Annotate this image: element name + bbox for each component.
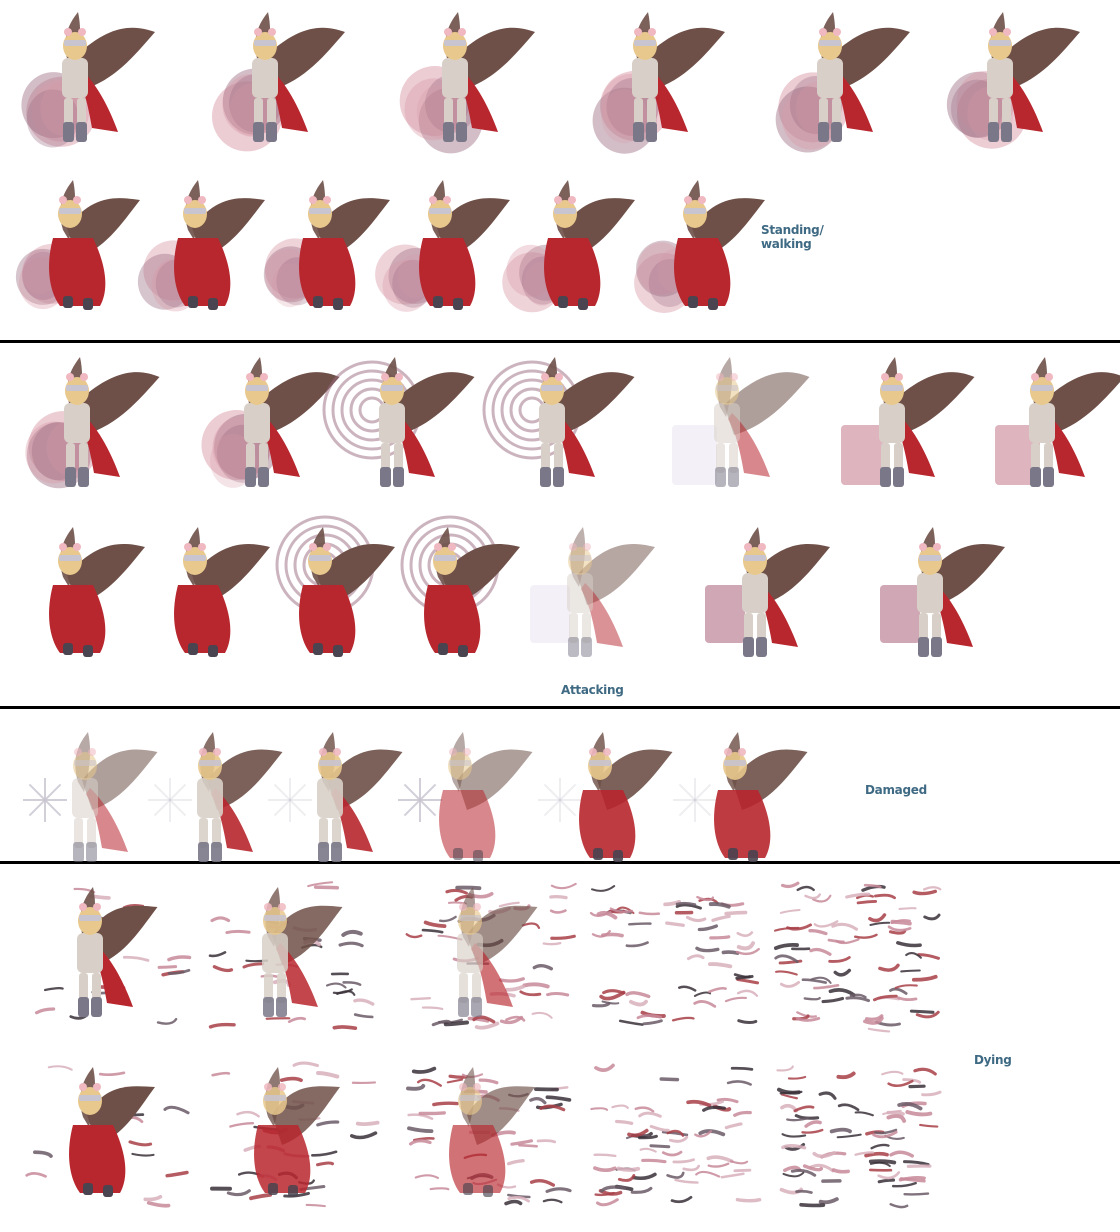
sprite-frame-dying-back bbox=[776, 1065, 942, 1209]
section-divider bbox=[0, 706, 1120, 709]
sprite-frame-dying-back bbox=[210, 1061, 380, 1208]
sprite-frame-damaged bbox=[268, 732, 403, 862]
sprite-frame-attack bbox=[841, 357, 975, 487]
sprite-frame-attack bbox=[482, 357, 635, 487]
sprite-frame-damaged bbox=[148, 732, 283, 862]
sprite-frame-attack bbox=[25, 357, 160, 489]
sprite-frame-attack-back bbox=[174, 527, 270, 657]
sprite-frame-damaged bbox=[673, 732, 808, 862]
sprite-frame-dying bbox=[208, 881, 375, 1031]
sprite-frame-attack bbox=[995, 357, 1120, 487]
label-attacking: Attacking bbox=[561, 683, 624, 697]
sprite-frame-walking-back bbox=[502, 180, 635, 313]
sprite-frame-dying bbox=[773, 881, 942, 1033]
section-divider bbox=[0, 340, 1120, 343]
label-line: Dying bbox=[974, 1053, 1012, 1067]
label-dying: Dying bbox=[974, 1053, 1012, 1067]
sprite-frame-dying-back bbox=[25, 1065, 190, 1208]
sprite-frame-standing bbox=[211, 12, 345, 152]
label-line: Damaged bbox=[865, 783, 927, 797]
sprite-frame-dying bbox=[405, 882, 577, 1030]
label-damaged: Damaged bbox=[865, 783, 927, 797]
sprite-frame-damaged bbox=[398, 732, 533, 862]
sprite-frame-walking-back bbox=[263, 180, 390, 310]
sprite-frame-dying bbox=[589, 885, 760, 1026]
sprite-frame-attack-back bbox=[49, 527, 145, 657]
section-divider bbox=[0, 861, 1120, 864]
sprite-frame-damaged bbox=[538, 732, 673, 862]
sprite-frame-walking-back bbox=[15, 180, 140, 310]
sprite-frame-damaged bbox=[23, 732, 158, 862]
label-line: Standing/ bbox=[761, 223, 824, 237]
sprite-frame-attack-back bbox=[400, 515, 520, 657]
sprite-frame-standing bbox=[592, 12, 725, 154]
sprite-frame-dying-back bbox=[590, 1063, 762, 1207]
sprite-frame-attack-back bbox=[705, 527, 830, 657]
sprite-frame-walking-back bbox=[375, 180, 510, 312]
label-line: Attacking bbox=[561, 683, 624, 697]
sprite-frame-standing bbox=[946, 12, 1080, 149]
sprite-frame-walking-back bbox=[634, 180, 765, 313]
sprite-frame-dying bbox=[34, 887, 192, 1025]
sprite-frame-attack-back bbox=[530, 527, 655, 657]
sprite-frame-standing bbox=[399, 12, 535, 154]
label-standing-walking: Standing/ walking bbox=[761, 223, 824, 251]
sprite-frame-dying-back bbox=[406, 1066, 572, 1206]
sprite-frame-attack bbox=[201, 357, 340, 488]
sprite-frame-walking-back bbox=[137, 180, 265, 312]
sprite-frame-attack bbox=[672, 357, 810, 487]
sprite-frame-standing bbox=[775, 12, 910, 153]
label-line: walking bbox=[761, 237, 812, 251]
sprite-frame-attack bbox=[322, 357, 475, 487]
sprite-frame-standing bbox=[21, 12, 155, 148]
sprite-frame-attack-back bbox=[275, 515, 395, 657]
sprite-frame-attack-back bbox=[880, 527, 1005, 657]
